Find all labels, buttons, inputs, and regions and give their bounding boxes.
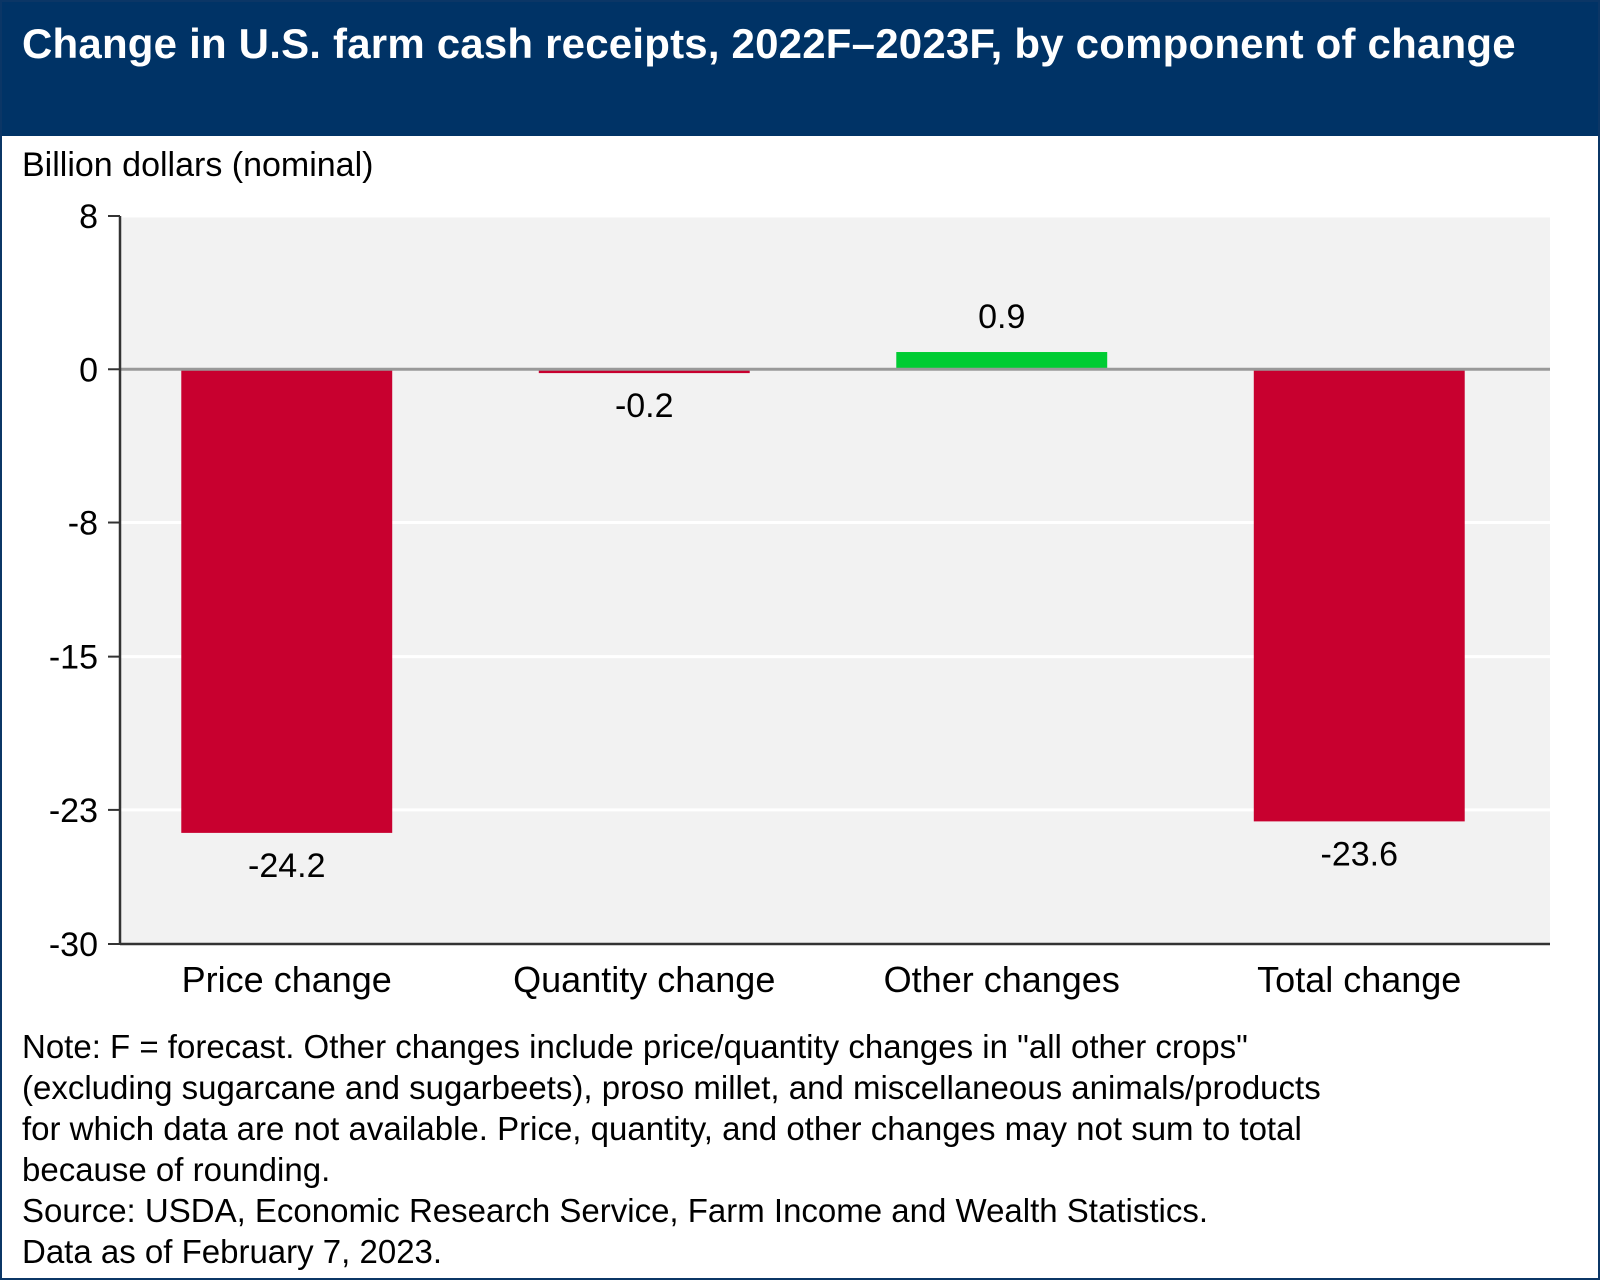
plot-area: 8 0 -8 -15 -23 -30 -24.2 Price change -0.2 Quanti…	[49, 198, 1550, 1000]
y-tick-label: 0	[79, 351, 98, 389]
note-line-2: (excluding sugarcane and sugarbeets), pr…	[22, 1069, 1321, 1106]
y-axis-label: Billion dollars (nominal)	[22, 146, 373, 184]
bar-price-change	[181, 369, 393, 833]
x-tick-label: Other changes	[884, 959, 1120, 1000]
data-label: -24.2	[248, 847, 326, 885]
bar-other-changes	[896, 352, 1108, 370]
data-label: 0.9	[978, 298, 1025, 336]
note-line-4: because of rounding.	[22, 1151, 331, 1188]
y-tick-label: 8	[79, 198, 98, 236]
note-line-1: Note: F = forecast. Other changes includ…	[22, 1028, 1248, 1065]
y-tick-label: -8	[68, 505, 98, 543]
data-label: -23.6	[1321, 835, 1399, 873]
chart-notes: Note: F = forecast. Other changes includ…	[22, 1026, 1582, 1272]
data-label: -0.2	[615, 387, 674, 425]
source-line: Source: USDA, Economic Research Service,…	[22, 1192, 1209, 1229]
y-tick-label: -15	[49, 639, 98, 677]
y-tick-label: -30	[49, 926, 98, 964]
bar-chart: Billion dollars (nominal) 8 0 -8 -15 -23 -30 -…	[22, 146, 1550, 1000]
x-tick-label: Total change	[1257, 959, 1461, 1000]
x-tick-label: Quantity change	[513, 959, 775, 1000]
x-tick-label: Price change	[182, 959, 392, 1000]
y-tick-label: -23	[49, 792, 98, 830]
note-line-3: for which data are not available. Price,…	[22, 1110, 1302, 1147]
title-banner: Change in U.S. farm cash receipts, 2022F…	[2, 2, 1598, 136]
chart-title: Change in U.S. farm cash receipts, 2022F…	[22, 20, 1516, 67]
bar-total-change	[1253, 369, 1465, 822]
data-date-line: Data as of February 7, 2023.	[22, 1233, 443, 1270]
bar-quantity-change	[538, 369, 750, 374]
